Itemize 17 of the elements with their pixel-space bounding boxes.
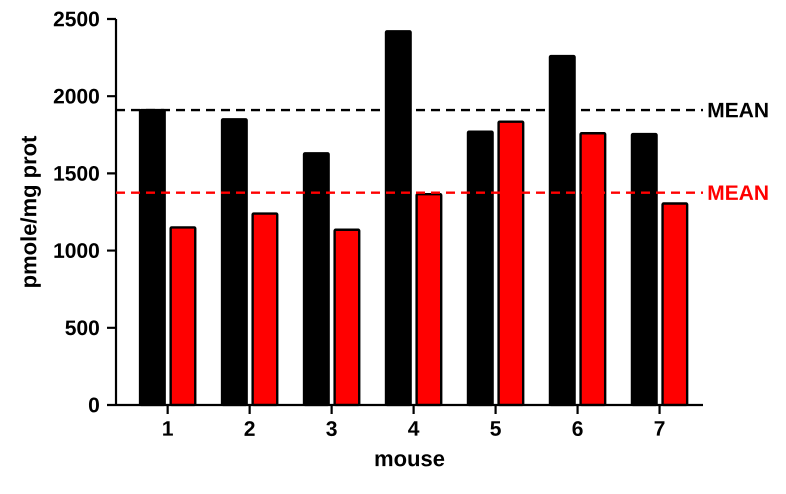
x-tick-label: 4: [408, 421, 420, 436]
y-tick-label: 2500: [54, 12, 99, 26]
y-tick-label: 1500: [54, 166, 99, 181]
y-tick-label: 0: [88, 398, 99, 412]
x-axis-title: mouse: [375, 454, 444, 466]
x-tick-label: 7: [654, 421, 664, 436]
ref-line-label: MEAN: [708, 185, 768, 200]
y-tick-label: 1000: [54, 243, 99, 258]
y-tick-label: 500: [65, 320, 99, 336]
x-tick-label: 3: [326, 421, 337, 436]
x-tick-label: 2: [244, 421, 255, 436]
ref-line-label: MEAN: [708, 102, 768, 118]
y-axis-title: pmole/mg prot: [20, 136, 41, 287]
x-tick-label: 6: [572, 421, 583, 436]
x-tick-label: 1: [163, 421, 173, 436]
x-tick-label: 5: [490, 421, 501, 436]
y-tick-label: 2000: [54, 88, 99, 104]
